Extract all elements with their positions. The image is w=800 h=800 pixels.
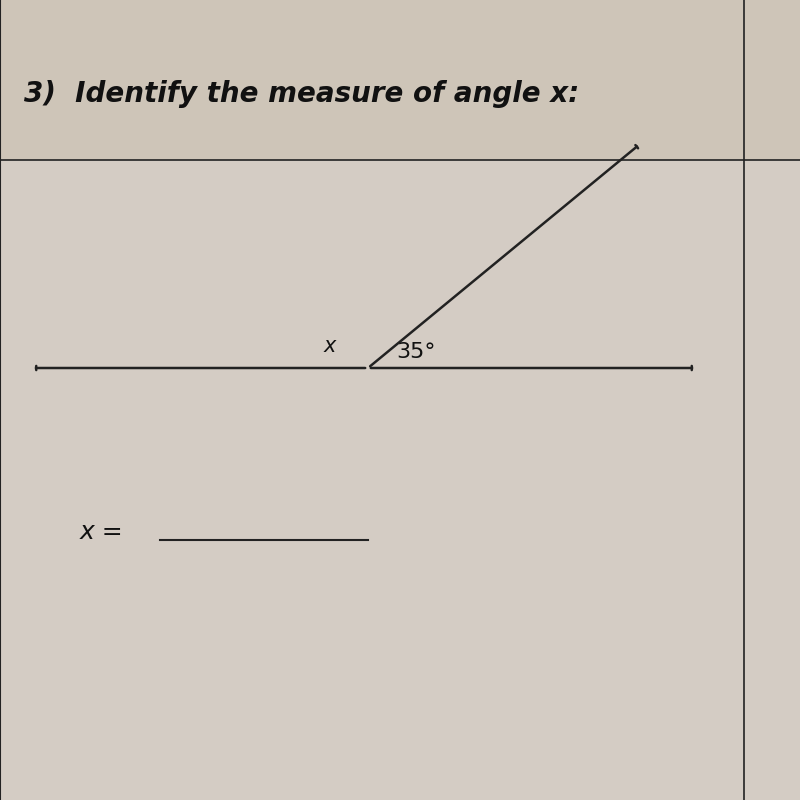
- Text: 35°: 35°: [396, 342, 435, 362]
- Text: x =: x =: [80, 520, 124, 544]
- Text: x: x: [324, 336, 336, 356]
- Text: 3)  Identify the measure of angle x:: 3) Identify the measure of angle x:: [24, 80, 579, 108]
- Bar: [0, 0, 800, 160]
